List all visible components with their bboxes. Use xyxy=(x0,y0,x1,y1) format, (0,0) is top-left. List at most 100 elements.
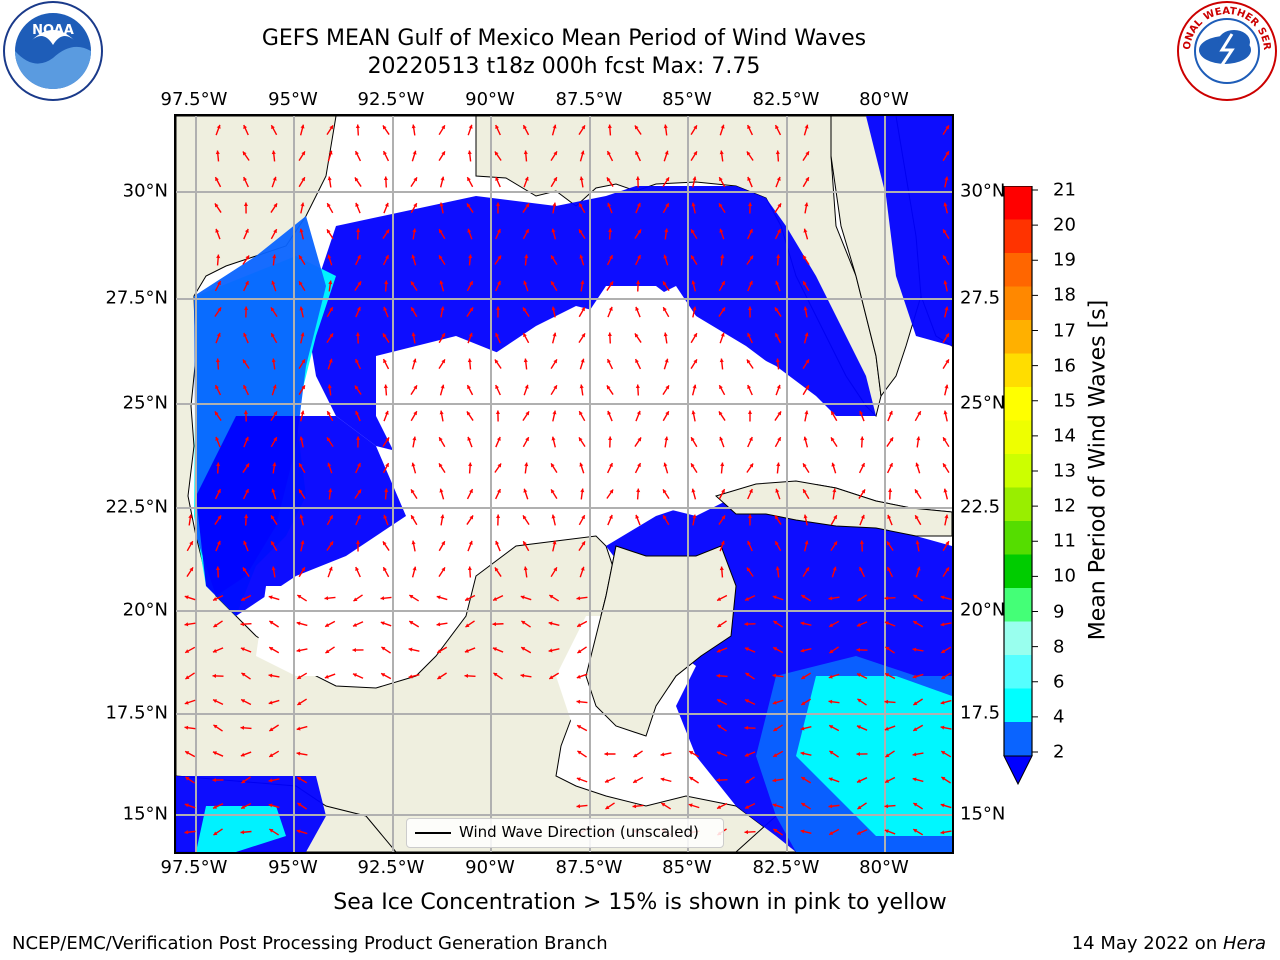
map-panel xyxy=(174,114,954,854)
wave-direction-arrowhead xyxy=(243,385,247,390)
colorbar-tick-label: 18 xyxy=(1053,284,1076,306)
wave-direction-arrowhead xyxy=(944,306,949,311)
wave-direction-arrowhead xyxy=(439,280,444,285)
wave-direction-arrowhead xyxy=(663,307,667,312)
wave-direction-arrowhead xyxy=(327,254,332,259)
wave-direction-arrowhead xyxy=(804,332,809,337)
wave-direction-arrowhead xyxy=(409,621,414,625)
wave-direction-arrowhead xyxy=(384,280,389,285)
wave-direction-arrowhead xyxy=(241,805,246,809)
wave-direction-arrowhead xyxy=(385,463,389,468)
wave-direction-arrowhead xyxy=(413,177,418,182)
wave-direction-arrowhead xyxy=(437,675,442,680)
wave-direction-arrowhead xyxy=(215,177,219,182)
wave-direction-arrowhead xyxy=(496,228,501,233)
wave-direction-arrowhead xyxy=(803,255,807,260)
wave-direction-arrowhead xyxy=(915,462,920,467)
wave-direction-arrowhead xyxy=(828,777,833,782)
wave-direction-arrowhead xyxy=(300,540,305,545)
wave-direction-arrowhead xyxy=(775,333,779,338)
wave-direction-arrowhead xyxy=(805,151,809,156)
wave-direction-arrowhead xyxy=(523,150,528,155)
wave-direction-arrowhead xyxy=(803,436,808,441)
wave-direction-arrowhead xyxy=(383,384,388,389)
wave-direction-arrowhead xyxy=(412,358,417,363)
wave-direction-arrowhead xyxy=(833,515,837,520)
wave-direction-arrowhead xyxy=(716,778,721,783)
wave-direction-arrowhead xyxy=(299,255,303,260)
wave-direction-arrowhead xyxy=(576,596,581,601)
wave-direction-arrowhead xyxy=(468,124,473,129)
wave-direction-arrowhead xyxy=(495,540,500,545)
colorbar-segment xyxy=(1004,186,1032,220)
wave-direction-arrowhead xyxy=(326,437,331,442)
wave-direction-arrowhead xyxy=(439,229,443,234)
wave-direction-arrowhead xyxy=(325,649,330,654)
wave-direction-arrowhead xyxy=(803,281,807,286)
wave-direction-arrowhead xyxy=(299,489,303,494)
wave-direction-arrowhead xyxy=(301,567,305,572)
colorbar-title: Mean Period of Wind Waves [s] xyxy=(1085,299,1111,641)
wave-direction-arrowhead xyxy=(271,358,276,363)
wave-direction-arrowhead xyxy=(581,333,586,338)
colorbar-under-arrow xyxy=(1003,755,1033,786)
lat-tick-right: 27.5 xyxy=(960,287,1001,309)
wave-direction-arrowhead xyxy=(297,803,302,807)
wave-direction-arrowhead xyxy=(665,411,669,416)
wave-direction-arrowhead xyxy=(828,804,833,809)
wave-direction-arrowhead xyxy=(720,332,725,337)
wave-direction-arrowhead xyxy=(273,229,277,234)
footer-date-text: 14 May 2022 on xyxy=(1071,933,1223,954)
wave-direction-arrowhead xyxy=(383,306,388,311)
wave-direction-arrowhead xyxy=(469,307,474,312)
wave-direction-arrowhead xyxy=(856,647,860,652)
wave-direction-arrowhead xyxy=(746,151,751,156)
wave-direction-arrowhead xyxy=(943,410,948,415)
wave-direction-arrowhead xyxy=(804,540,809,545)
wave-direction-arrowhead xyxy=(775,280,780,285)
wave-direction-arrowhead xyxy=(411,489,415,494)
wave-direction-arrowhead xyxy=(803,489,807,494)
wave-direction-arrowhead xyxy=(553,567,557,572)
wave-direction-arrowhead xyxy=(215,150,220,155)
wave-direction-arrowhead xyxy=(493,672,498,677)
wave-direction-arrowhead xyxy=(355,332,360,336)
wave-direction-arrowhead xyxy=(299,281,303,286)
wave-direction-arrowhead xyxy=(243,177,248,181)
wave-direction-arrowhead xyxy=(609,463,613,468)
wave-direction-arrowhead xyxy=(944,384,949,389)
wave-direction-arrowhead xyxy=(800,621,805,626)
wave-direction-arrowhead xyxy=(553,359,557,364)
wave-direction-arrowhead xyxy=(800,648,805,653)
wave-direction-arrowhead xyxy=(189,541,193,546)
wave-direction-arrowhead xyxy=(439,463,443,468)
wave-direction-arrowhead xyxy=(439,202,444,207)
wave-direction-arrowhead xyxy=(636,280,641,285)
wave-direction-arrowhead xyxy=(635,514,640,519)
wave-direction-arrowhead xyxy=(884,596,889,601)
wave-direction-arrowhead xyxy=(691,255,695,260)
wave-direction-arrowhead xyxy=(691,280,696,285)
wave-direction-arrowhead xyxy=(412,228,417,233)
wave-direction-arrowhead xyxy=(803,228,808,233)
wave-direction-arrowhead xyxy=(184,725,189,730)
wave-direction-arrowhead xyxy=(577,750,582,755)
wave-direction-arrowhead xyxy=(716,673,721,678)
wave-direction-arrowhead xyxy=(272,176,277,181)
colorbar-tick-label: 15 xyxy=(1053,390,1076,412)
wave-direction-arrowhead xyxy=(691,437,695,442)
wave-direction-arrowhead xyxy=(943,229,947,234)
wave-direction-arrowhead xyxy=(216,540,221,545)
wave-direction-arrowhead xyxy=(940,803,945,808)
wave-direction-arrowhead xyxy=(774,515,779,520)
wave-direction-arrowhead xyxy=(716,648,721,653)
wave-direction-arrowhead xyxy=(467,358,472,363)
lon-tick-bottom: 90°W xyxy=(465,857,515,878)
wave-direction-arrowhead xyxy=(384,488,389,493)
wave-direction-arrowhead xyxy=(212,673,216,678)
wave-direction-arrowhead xyxy=(634,125,639,130)
wave-direction-arrowhead xyxy=(637,255,641,260)
wave-direction-arrowhead xyxy=(213,597,218,601)
colorbar-tick-label: 14 xyxy=(1053,425,1076,447)
wave-direction-arrowhead xyxy=(804,202,809,207)
